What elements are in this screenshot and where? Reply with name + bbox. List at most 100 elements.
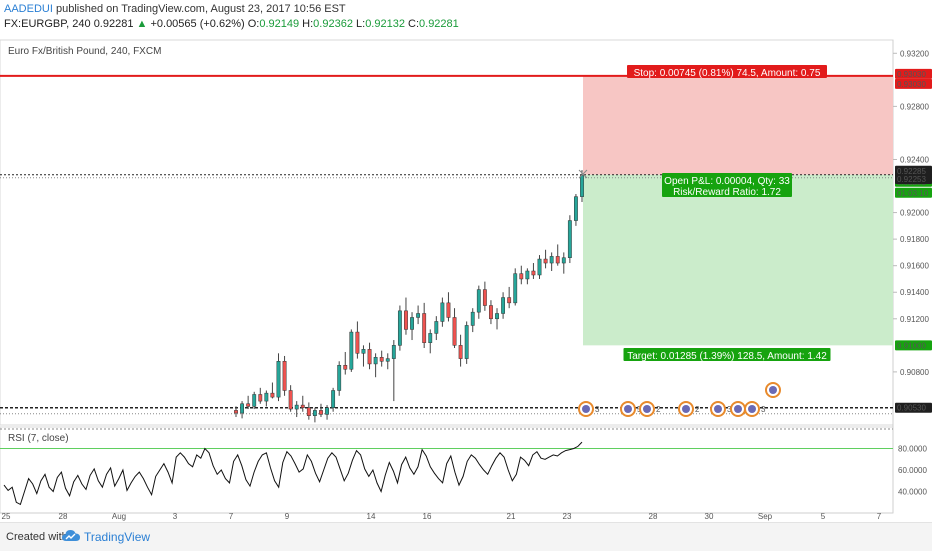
price-badge (895, 187, 932, 198)
candle (288, 390, 293, 410)
candle (555, 256, 560, 264)
x-tick-label: 28 (649, 512, 658, 521)
candle (325, 407, 329, 415)
candle (470, 311, 475, 326)
x-tick-label: 16 (423, 512, 432, 521)
candle (452, 317, 457, 346)
candle (519, 273, 524, 280)
price-badge (895, 340, 932, 351)
tradingview-brand-link[interactable]: TradingView (84, 530, 151, 544)
candle (306, 407, 311, 416)
stop-zone[interactable] (583, 75, 893, 175)
event-marker-flag-icon (769, 386, 777, 394)
candle (543, 258, 548, 264)
entry-marker-icon (578, 169, 588, 179)
x-tick-label: 25 (2, 512, 11, 521)
last-price: 0.92281 (93, 18, 134, 30)
x-tick-label: 30 (705, 512, 714, 521)
y-tick-label: 0.91800 (900, 235, 929, 244)
author-link[interactable]: AADEDUI (4, 3, 53, 15)
y-tick-label: 0.92400 (900, 155, 929, 164)
candle (495, 313, 499, 320)
price-badge (895, 78, 932, 89)
publish-line: AADEDUI published on TradingView.com, Au… (4, 3, 346, 15)
candle (537, 258, 542, 276)
low-value: 0.92132 (365, 18, 405, 30)
price-badge (895, 173, 932, 184)
candle (270, 392, 275, 398)
price-badge-label: 0.91000 (897, 341, 926, 350)
candle (367, 349, 372, 365)
target-label-text: Target: 0.01285 (1.39%) 128.5, Amount: 1… (627, 351, 827, 362)
event-marker-flag-icon (643, 405, 651, 413)
event-marker-flag-icon (748, 405, 756, 413)
y-tick-label: 0.92000 (900, 209, 929, 218)
x-tick-label: Sep (758, 512, 773, 521)
x-tick-label: 28 (59, 512, 68, 521)
price-badge-label: 0.92285 (897, 167, 926, 176)
y-tick-label: 0.93200 (900, 49, 929, 58)
candle (404, 310, 408, 330)
candle (349, 331, 354, 370)
candle (337, 365, 342, 391)
candle (331, 390, 336, 408)
price-badge-label: 01:03:10 (897, 189, 929, 198)
candle (397, 310, 402, 346)
candle (410, 317, 414, 330)
candle (258, 394, 263, 402)
candle (379, 357, 384, 362)
candle (428, 333, 433, 343)
rsi-tick-label: 40.0000 (898, 488, 927, 497)
event-marker-flag-icon (624, 405, 632, 413)
y-tick-label: 0.91400 (900, 288, 929, 297)
high-value: 0.92362 (313, 18, 353, 30)
price-badge (895, 165, 932, 176)
y-tick-label: 0.90800 (900, 368, 929, 377)
target-label-box[interactable] (623, 348, 831, 361)
candle (501, 297, 506, 314)
open-label: O: (247, 18, 260, 30)
candle (549, 256, 554, 264)
tradingview-cloud-logo-icon[interactable] (62, 528, 80, 544)
x-tick-label: Aug (112, 512, 126, 521)
event-marker-count: 2 (656, 405, 661, 414)
price-badge-label: 0.90530 (897, 404, 926, 413)
candle (264, 392, 269, 402)
candle (252, 394, 257, 407)
price-badge-label: 0.93030 (897, 80, 926, 89)
target-zone[interactable] (583, 174, 893, 346)
price-badge (895, 68, 932, 79)
y-tick-label: 0.91200 (900, 315, 929, 324)
stop-label-box[interactable] (627, 65, 827, 78)
event-marker-count: 3 (727, 405, 732, 414)
event-marker-flag-icon (734, 405, 742, 413)
candle (294, 404, 299, 410)
candle (385, 358, 390, 362)
rsi-title: RSI (7, close) (8, 433, 69, 444)
x-tick-label: 7 (229, 512, 234, 521)
low-label: L: (356, 18, 366, 30)
rsi-tick-label: 60.0000 (898, 466, 927, 475)
candle (361, 349, 366, 354)
candle (482, 289, 487, 306)
candle (531, 270, 536, 276)
candle (567, 220, 572, 258)
candle (355, 331, 360, 354)
pnl-label-box[interactable] (662, 173, 792, 197)
candle (525, 270, 530, 280)
rsi-pane[interactable] (0, 426, 894, 514)
price-badge-label: 0.93030 (897, 70, 926, 79)
candle (373, 357, 378, 365)
pnl-label-text: Open P&L: 0.00004, Qty: 33 (664, 176, 790, 187)
price-chart[interactable]: 0.93200 0.92800 0.92400 0.92000 0.91800 0.916… (0, 0, 932, 522)
x-tick-label: 3 (173, 512, 178, 521)
x-tick-label: 21 (507, 512, 516, 521)
candle (343, 365, 348, 370)
created-with-text: Created with (6, 531, 68, 543)
high-label: H: (302, 18, 314, 30)
candle (574, 196, 578, 221)
candle (434, 321, 439, 334)
candle (319, 410, 323, 415)
symbol-line: FX:EURGBP, 240 0.92281 ▲ +0.00565 (+0.62… (4, 18, 459, 30)
pnl-label-text: Risk/Reward Ratio: 1.72 (673, 187, 781, 198)
